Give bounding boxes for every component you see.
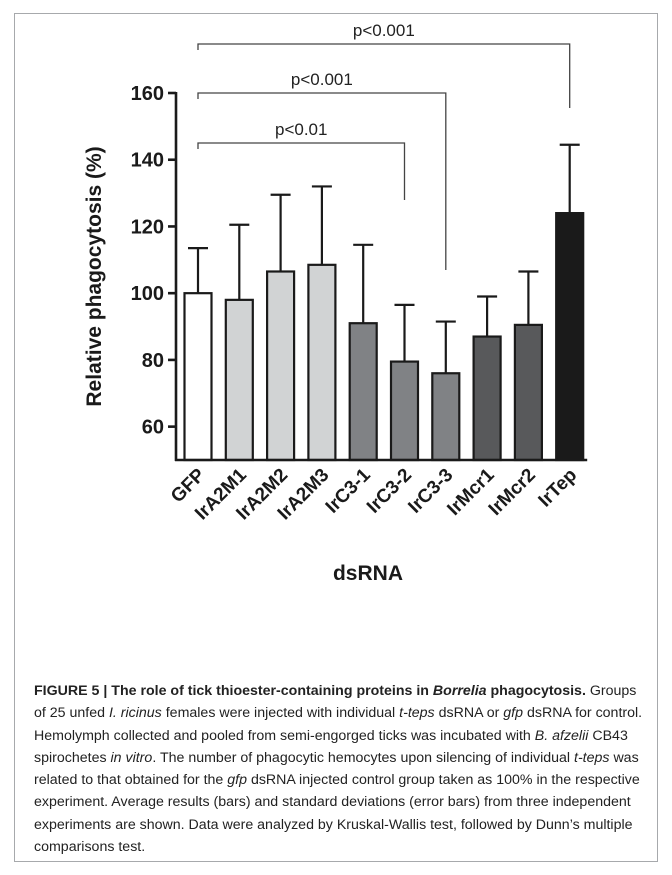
x-tick-label-irmcr2: IrMcr2: [485, 465, 540, 520]
significance-bracket: [197, 142, 406, 200]
bar-irc3-2: [389, 360, 420, 462]
significance-label: p<0.01: [275, 120, 327, 139]
caption-text-7: was related to that obtained for the: [34, 749, 639, 789]
x-tick-label-irc3-2: IrC3-2: [363, 465, 416, 518]
caption-gene-3: t-teps: [574, 749, 610, 766]
bar-chart: 60 80 100 120 140 160 Relative phagocytosis (%…: [83, 21, 588, 585]
caption-text-5: CB43 spirochetes: [34, 727, 628, 766]
y-tick-label: 60: [142, 417, 164, 439]
y-tick-label: 120: [131, 216, 164, 238]
caption-figure-label: FIGURE 5 |: [34, 683, 108, 699]
caption-text-2: females were injected with individual: [165, 705, 396, 722]
significance-bracket: [197, 92, 447, 270]
bar-irmcr1: [472, 335, 502, 462]
bar-irmcr2: [513, 323, 544, 462]
bar-irc3-3: [431, 372, 461, 462]
bar-irc3-1: [348, 322, 378, 462]
caption-text-8: dsRNA injected control group taken as 10…: [34, 772, 640, 856]
x-axis-label: dsRNA: [333, 562, 403, 585]
y-axis-label: Relative phagocytosis (%): [83, 146, 106, 406]
y-tick-label: 160: [131, 83, 164, 105]
y-tick-label: 100: [131, 283, 164, 305]
y-tick-label: 140: [131, 150, 164, 172]
significance-label: p<0.001: [353, 21, 415, 40]
caption-title-a: The role of tick thioester-containing pr…: [111, 683, 429, 699]
caption-text-1: Groups of 25 unfed: [34, 683, 637, 722]
caption-text-6: . The number of phagocytic hemocytes upo…: [152, 749, 571, 766]
bar-ira2m3: [307, 263, 337, 462]
caption-title-b: phagocytosis.: [490, 683, 586, 699]
caption-species-1: I. ricinus: [108, 705, 162, 722]
bar-ira2m1: [224, 298, 254, 462]
significance-bracket: [197, 43, 571, 108]
bar-irtep: [555, 212, 585, 462]
figure-caption: FIGURE 5 | The role of tick thioester-co…: [34, 680, 644, 858]
caption-species-2: B. afzelii: [534, 727, 589, 744]
bar-ira2m2: [266, 270, 296, 462]
caption-gene-4: gfp: [227, 772, 247, 789]
figure-frame: [14, 13, 658, 862]
y-tick-label: 80: [142, 350, 164, 372]
caption-title-genus: Borrelia: [432, 683, 487, 699]
x-tick-label-irc3-1: IrC3-1: [322, 464, 375, 517]
caption-gene-1: t-teps: [399, 705, 435, 722]
caption-gene-2: gfp: [503, 705, 524, 722]
caption-text-3: dsRNA or: [438, 705, 500, 722]
caption-text-4: dsRNA for control. Hemolymph collected a…: [34, 705, 643, 744]
bar-gfp: [183, 292, 213, 462]
significance-label: p<0.001: [291, 70, 353, 89]
caption-in-vitro: in vitro: [110, 749, 153, 766]
x-tick-label-irtep: IrTep: [535, 465, 582, 512]
